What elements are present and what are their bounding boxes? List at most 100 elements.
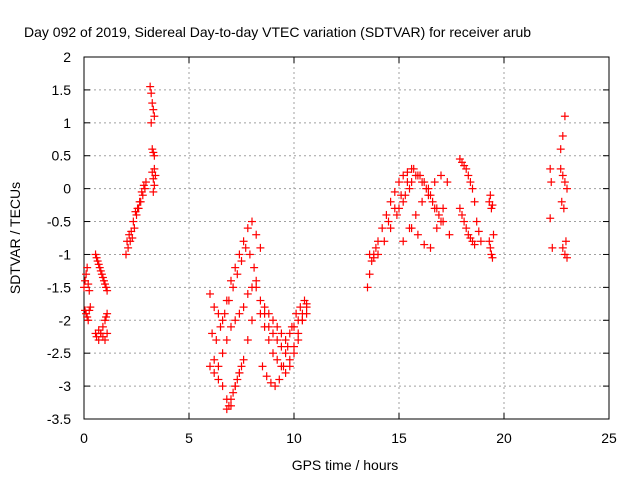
y-axis-label: SDTVAR / TECUs <box>7 182 23 294</box>
data-point <box>137 187 146 196</box>
data-point <box>382 210 391 219</box>
data-point <box>285 355 294 364</box>
data-point <box>474 227 483 236</box>
y-tick-label: -3 <box>59 378 72 394</box>
data-point <box>294 329 303 338</box>
data-point <box>434 210 443 219</box>
data-point <box>235 368 244 377</box>
data-point <box>485 237 494 246</box>
data-point <box>103 309 112 318</box>
data-point <box>243 289 252 298</box>
data-point <box>85 286 94 295</box>
x-tick-label: 20 <box>496 430 512 446</box>
data-point <box>486 243 495 252</box>
y-tick-label: -2.5 <box>47 345 71 361</box>
data-point <box>462 164 471 173</box>
data-point <box>243 224 252 233</box>
data-point <box>486 191 495 200</box>
data-point <box>252 230 261 239</box>
data-point <box>141 178 150 187</box>
data-points <box>80 82 571 414</box>
data-point <box>96 266 105 275</box>
data-point <box>365 250 374 259</box>
data-point <box>92 253 101 262</box>
data-point <box>224 296 233 305</box>
data-point <box>365 270 374 279</box>
data-point <box>464 171 473 180</box>
data-point <box>462 224 471 233</box>
data-point <box>208 329 217 338</box>
data-point <box>248 217 256 226</box>
data-point <box>84 280 93 289</box>
data-point <box>426 243 435 252</box>
data-point <box>546 164 555 173</box>
data-point <box>127 227 136 236</box>
data-point <box>378 224 387 233</box>
data-point <box>218 349 227 358</box>
data-point <box>409 164 418 173</box>
axis-ticks: 0 5 10 15 20 25 -3.5 -3 -2.5 -2 -1.5 -1 -0.5 0 0.5 1 1.5… <box>47 49 617 446</box>
x-tick-label: 5 <box>185 430 193 446</box>
x-axis-label: GPS time / hours <box>292 457 399 473</box>
data-point <box>563 184 571 193</box>
data-point <box>428 197 437 206</box>
data-point <box>135 197 144 206</box>
data-point <box>374 250 382 259</box>
x-tick-label: 25 <box>601 430 617 446</box>
data-point <box>149 105 158 114</box>
data-point <box>264 336 273 345</box>
data-point <box>476 237 485 246</box>
data-point <box>294 316 303 325</box>
y-tick-label: -3.5 <box>47 411 71 427</box>
data-point <box>210 368 219 377</box>
data-point <box>229 388 238 397</box>
data-point <box>413 171 422 180</box>
data-point <box>399 237 408 246</box>
grid-lines <box>84 57 609 419</box>
data-point <box>557 197 566 206</box>
data-point <box>97 270 106 279</box>
data-point <box>86 303 95 312</box>
data-point <box>93 257 102 266</box>
data-point <box>455 204 464 213</box>
data-point <box>85 306 94 315</box>
data-point <box>269 349 277 358</box>
data-point <box>243 336 252 345</box>
data-point <box>281 336 290 345</box>
data-point <box>445 230 454 239</box>
data-point <box>233 375 242 384</box>
data-point <box>488 201 497 210</box>
data-point <box>101 316 109 325</box>
data-point <box>380 237 389 246</box>
data-point <box>102 283 111 292</box>
data-point <box>147 89 156 98</box>
data-point <box>559 204 568 213</box>
data-point <box>443 178 452 187</box>
data-point <box>432 224 441 233</box>
data-point <box>218 382 227 391</box>
data-point <box>560 112 569 121</box>
data-point <box>558 243 567 252</box>
data-point <box>468 184 477 193</box>
x-tick-label: 0 <box>80 430 88 446</box>
data-point <box>399 171 408 180</box>
data-point <box>250 263 259 272</box>
data-point <box>231 316 240 325</box>
data-point <box>102 312 111 321</box>
data-point <box>395 178 403 187</box>
data-point <box>424 184 433 193</box>
data-point <box>264 309 273 318</box>
data-point <box>411 210 420 219</box>
data-point <box>133 204 142 213</box>
data-point <box>487 204 496 213</box>
data-point <box>122 250 130 259</box>
data-point <box>489 230 498 239</box>
data-point <box>210 355 219 364</box>
data-point <box>146 82 155 91</box>
data-point <box>98 273 107 282</box>
data-point <box>470 240 479 249</box>
data-point <box>264 322 273 331</box>
data-point <box>227 276 235 285</box>
data-point <box>151 171 160 180</box>
data-point <box>558 131 567 140</box>
